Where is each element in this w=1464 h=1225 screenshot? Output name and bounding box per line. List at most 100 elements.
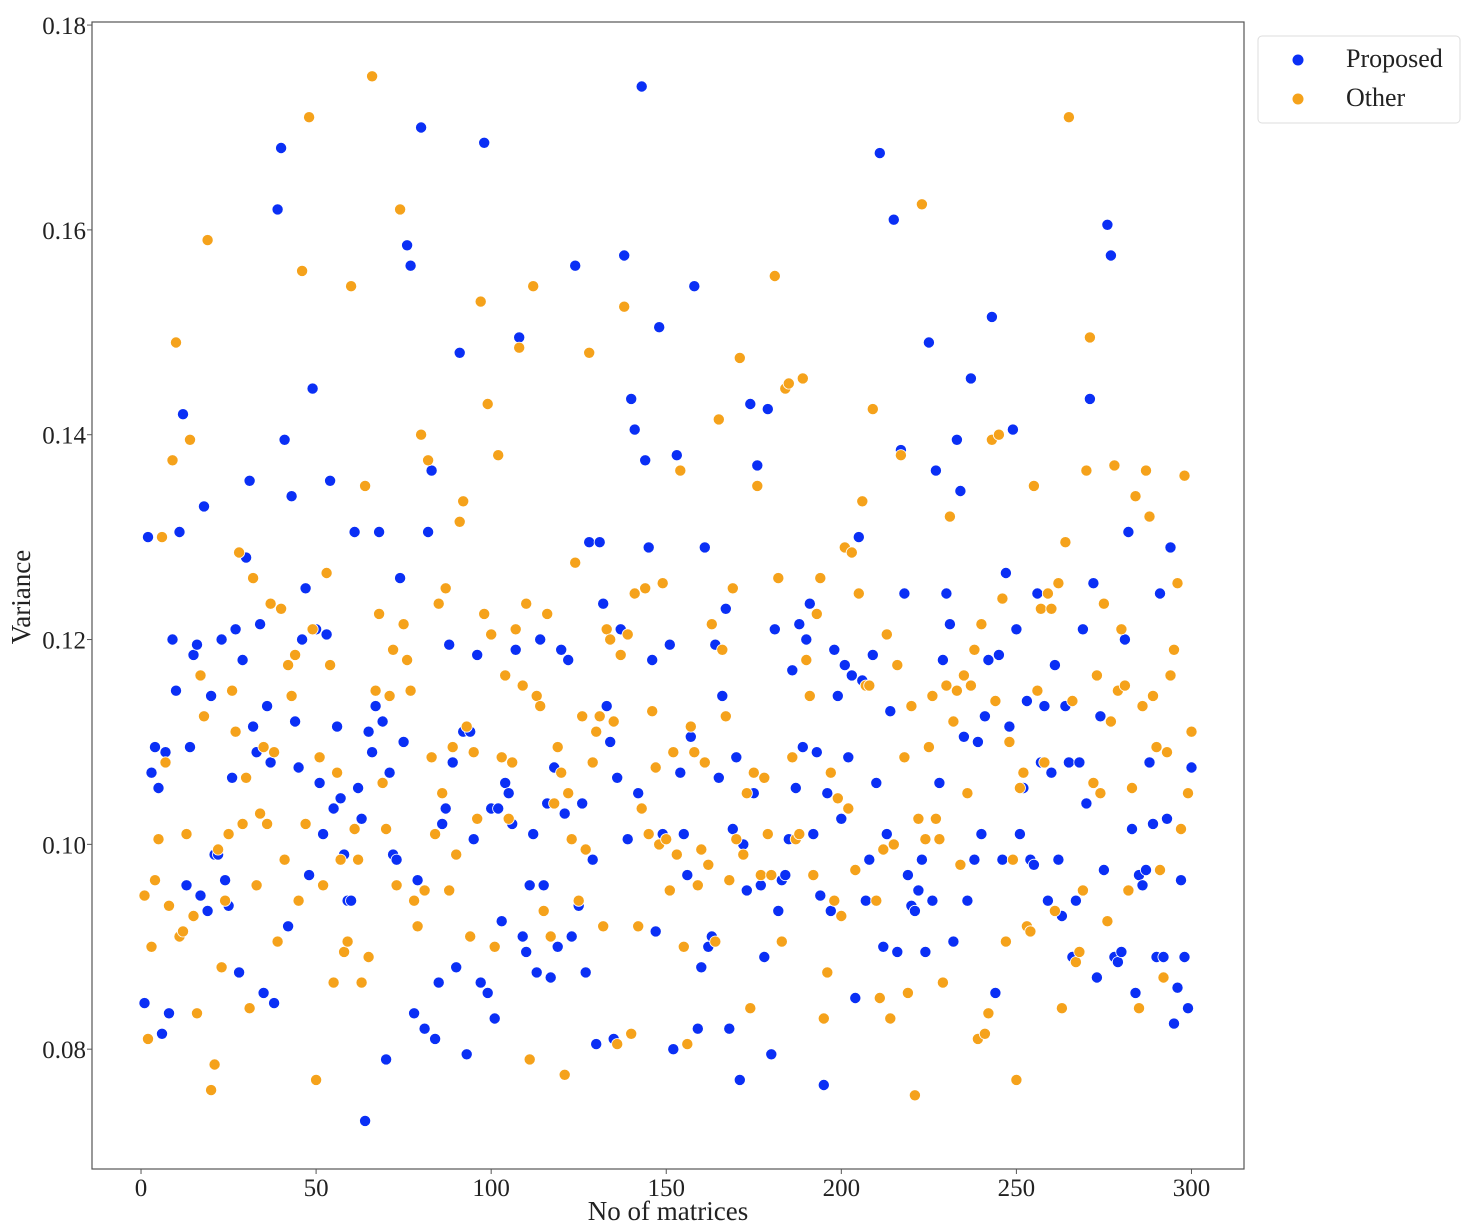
data-point-other xyxy=(831,792,844,805)
data-point-proposed xyxy=(968,853,981,866)
data-point-proposed xyxy=(1168,1017,1181,1030)
data-point-proposed xyxy=(1003,720,1016,733)
data-point-proposed xyxy=(247,720,260,733)
x-axis-ticks: 0 50 100 150 200 250 300 xyxy=(135,1169,1210,1202)
data-point-proposed xyxy=(509,643,522,656)
data-point-other xyxy=(555,766,568,779)
data-point-other xyxy=(481,397,494,410)
data-point-other xyxy=(677,940,690,953)
data-point-other xyxy=(569,556,582,569)
data-points xyxy=(138,70,1198,1127)
data-point-proposed xyxy=(719,602,732,615)
data-point-proposed xyxy=(173,526,186,539)
data-point-other xyxy=(737,848,750,861)
data-point-proposed xyxy=(1038,700,1051,713)
data-point-other xyxy=(803,689,816,702)
data-point-other xyxy=(712,413,725,426)
data-point-proposed xyxy=(390,853,403,866)
data-point-proposed xyxy=(1069,894,1082,907)
data-point-other xyxy=(1055,1002,1068,1015)
data-point-proposed xyxy=(586,853,599,866)
data-point-proposed xyxy=(176,408,189,421)
data-point-proposed xyxy=(138,997,151,1010)
data-point-proposed xyxy=(327,802,340,815)
data-point-other xyxy=(464,930,477,943)
data-point-other xyxy=(688,746,701,759)
data-point-proposed xyxy=(422,526,435,539)
legend-box xyxy=(1257,35,1461,124)
data-point-proposed xyxy=(817,1079,830,1092)
data-point-proposed xyxy=(1101,218,1114,231)
data-point-other xyxy=(495,751,508,764)
data-point-proposed xyxy=(922,336,935,349)
data-point-proposed xyxy=(628,423,641,436)
series-other xyxy=(138,70,1198,1102)
data-point-proposed xyxy=(1031,587,1044,600)
data-point-proposed xyxy=(716,689,729,702)
data-point-proposed xyxy=(950,433,963,446)
data-point-proposed xyxy=(516,930,529,943)
data-point-proposed xyxy=(446,756,459,769)
data-point-other xyxy=(1115,623,1128,636)
data-point-other xyxy=(341,935,354,948)
data-point-proposed xyxy=(677,828,690,841)
data-point-proposed xyxy=(863,853,876,866)
data-point-other xyxy=(880,628,893,641)
data-point-other xyxy=(1066,695,1079,708)
x-tick-label: 200 xyxy=(823,1175,861,1202)
data-point-other xyxy=(936,976,949,989)
data-point-other xyxy=(257,741,270,754)
data-point-proposed xyxy=(183,741,196,754)
data-point-proposed xyxy=(733,1073,746,1086)
data-point-proposed xyxy=(1048,659,1061,672)
data-point-proposed xyxy=(471,648,484,661)
data-point-proposed xyxy=(604,735,617,748)
data-point-other xyxy=(943,510,956,523)
data-point-other xyxy=(1034,602,1047,615)
data-point-other xyxy=(761,828,774,841)
data-point-other xyxy=(912,812,925,825)
y-tick-label: 0.16 xyxy=(42,218,86,245)
data-point-other xyxy=(197,710,210,723)
data-point-other xyxy=(933,833,946,846)
data-point-proposed xyxy=(257,986,270,999)
legend: Proposed Other xyxy=(1257,35,1461,124)
data-point-other xyxy=(254,807,267,820)
data-point-other xyxy=(324,659,337,672)
data-point-proposed xyxy=(166,633,179,646)
data-point-proposed xyxy=(579,966,592,979)
data-point-proposed xyxy=(754,879,767,892)
data-point-other xyxy=(845,546,858,559)
data-point-other xyxy=(961,787,974,800)
data-point-proposed xyxy=(1118,633,1131,646)
data-point-other xyxy=(1010,1073,1023,1086)
data-point-other xyxy=(208,1058,221,1071)
data-point-other xyxy=(516,679,529,692)
data-point-other xyxy=(1041,587,1054,600)
data-point-proposed xyxy=(534,633,547,646)
data-point-other xyxy=(1154,864,1167,877)
data-point-proposed xyxy=(828,643,841,656)
data-point-other xyxy=(551,741,564,754)
data-point-proposed xyxy=(187,648,200,661)
data-point-other xyxy=(376,776,389,789)
data-point-proposed xyxy=(303,869,316,882)
data-point-proposed xyxy=(569,259,582,272)
data-point-proposed xyxy=(639,454,652,467)
data-point-other xyxy=(1143,510,1156,523)
data-point-proposed xyxy=(793,618,806,631)
data-point-other xyxy=(408,894,421,907)
data-point-proposed xyxy=(268,997,281,1010)
data-point-proposed xyxy=(439,802,452,815)
data-point-other xyxy=(355,976,368,989)
data-point-other xyxy=(583,346,596,359)
data-point-other xyxy=(366,70,379,83)
data-point-other xyxy=(618,300,631,313)
data-point-proposed xyxy=(800,633,813,646)
data-point-other xyxy=(471,812,484,825)
data-point-other xyxy=(1017,766,1030,779)
data-point-proposed xyxy=(236,654,249,667)
data-point-other xyxy=(866,403,879,416)
data-point-proposed xyxy=(908,904,921,917)
